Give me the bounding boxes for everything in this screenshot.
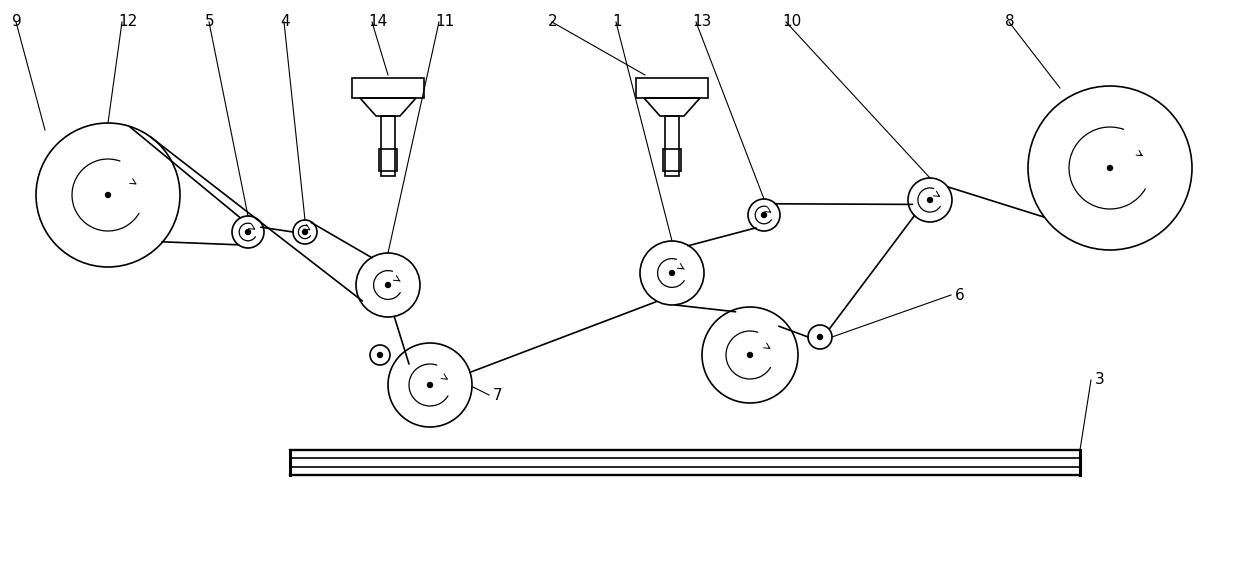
Text: 7: 7 <box>494 387 502 403</box>
Circle shape <box>817 335 822 340</box>
Bar <box>379 149 397 171</box>
Circle shape <box>428 382 433 387</box>
Bar <box>636 78 708 98</box>
Text: 2: 2 <box>548 14 558 29</box>
Bar <box>352 78 424 98</box>
Circle shape <box>246 229 250 235</box>
Text: 13: 13 <box>692 14 712 29</box>
Bar <box>663 149 681 171</box>
Circle shape <box>748 353 753 357</box>
Circle shape <box>1107 165 1112 170</box>
Text: 14: 14 <box>368 14 387 29</box>
Text: 12: 12 <box>118 14 138 29</box>
Circle shape <box>105 193 110 198</box>
Circle shape <box>377 353 382 357</box>
Text: 8: 8 <box>1004 14 1014 29</box>
Text: 5: 5 <box>205 14 215 29</box>
Circle shape <box>670 270 675 275</box>
Circle shape <box>761 212 766 218</box>
Text: 11: 11 <box>435 14 454 29</box>
Text: 3: 3 <box>1095 373 1105 387</box>
Bar <box>665 116 680 176</box>
Text: 10: 10 <box>782 14 801 29</box>
Circle shape <box>303 229 308 235</box>
Text: 9: 9 <box>12 14 22 29</box>
Text: 6: 6 <box>955 287 965 303</box>
Bar <box>381 116 396 176</box>
Circle shape <box>386 282 391 287</box>
Circle shape <box>928 198 932 203</box>
Text: 1: 1 <box>613 14 621 29</box>
Text: 4: 4 <box>280 14 290 29</box>
